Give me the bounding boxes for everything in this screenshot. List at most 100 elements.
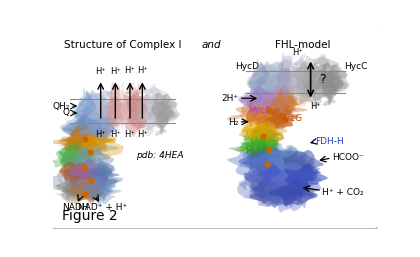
- Polygon shape: [58, 178, 76, 191]
- Polygon shape: [309, 54, 340, 83]
- Polygon shape: [62, 183, 87, 199]
- Polygon shape: [61, 150, 98, 175]
- Polygon shape: [268, 180, 318, 206]
- Polygon shape: [152, 93, 174, 135]
- Polygon shape: [73, 99, 93, 132]
- Polygon shape: [238, 149, 281, 171]
- Polygon shape: [144, 96, 160, 122]
- Polygon shape: [289, 62, 310, 87]
- Polygon shape: [80, 106, 95, 141]
- Polygon shape: [59, 161, 93, 189]
- Polygon shape: [247, 140, 278, 158]
- Polygon shape: [256, 152, 284, 175]
- Polygon shape: [279, 187, 312, 211]
- Polygon shape: [121, 99, 143, 138]
- Polygon shape: [318, 69, 341, 99]
- Polygon shape: [74, 169, 107, 184]
- Polygon shape: [300, 169, 319, 186]
- Polygon shape: [83, 181, 108, 203]
- Polygon shape: [148, 100, 174, 128]
- Polygon shape: [76, 165, 109, 191]
- Polygon shape: [271, 67, 307, 98]
- Polygon shape: [318, 69, 336, 93]
- Polygon shape: [255, 111, 289, 128]
- Polygon shape: [68, 172, 97, 186]
- Polygon shape: [58, 133, 94, 153]
- Polygon shape: [81, 148, 105, 167]
- Polygon shape: [267, 96, 295, 113]
- Polygon shape: [142, 83, 169, 113]
- Polygon shape: [264, 181, 309, 205]
- Polygon shape: [252, 107, 288, 132]
- Polygon shape: [80, 164, 117, 189]
- Polygon shape: [252, 112, 275, 127]
- Polygon shape: [270, 163, 317, 188]
- Polygon shape: [56, 175, 94, 203]
- Polygon shape: [154, 96, 178, 122]
- Polygon shape: [248, 138, 275, 165]
- Polygon shape: [70, 174, 108, 200]
- Polygon shape: [104, 96, 137, 129]
- Polygon shape: [269, 70, 288, 93]
- Polygon shape: [304, 63, 332, 100]
- Polygon shape: [250, 185, 276, 201]
- Polygon shape: [90, 185, 109, 206]
- Polygon shape: [327, 66, 350, 95]
- Polygon shape: [82, 113, 118, 141]
- Polygon shape: [81, 142, 107, 156]
- Polygon shape: [272, 85, 295, 103]
- Polygon shape: [267, 150, 314, 175]
- Polygon shape: [283, 174, 311, 187]
- Polygon shape: [248, 187, 275, 200]
- Polygon shape: [50, 172, 85, 201]
- Polygon shape: [126, 90, 148, 131]
- Polygon shape: [241, 144, 275, 160]
- Polygon shape: [239, 125, 272, 141]
- Polygon shape: [90, 92, 122, 129]
- Polygon shape: [91, 173, 117, 195]
- Polygon shape: [274, 52, 292, 81]
- Text: Structure of Complex I: Structure of Complex I: [64, 40, 181, 50]
- Polygon shape: [258, 183, 294, 198]
- Polygon shape: [91, 97, 117, 128]
- Polygon shape: [257, 94, 297, 111]
- Polygon shape: [227, 145, 269, 176]
- Polygon shape: [90, 176, 118, 193]
- Polygon shape: [50, 151, 84, 173]
- Polygon shape: [271, 59, 293, 96]
- Polygon shape: [293, 61, 318, 100]
- Polygon shape: [287, 167, 316, 190]
- Text: Q: Q: [63, 108, 69, 117]
- Polygon shape: [90, 99, 112, 131]
- Polygon shape: [276, 157, 302, 176]
- Polygon shape: [254, 89, 287, 114]
- Polygon shape: [81, 121, 104, 136]
- Polygon shape: [94, 164, 123, 193]
- Polygon shape: [297, 60, 324, 87]
- Polygon shape: [245, 112, 277, 132]
- Polygon shape: [58, 139, 90, 159]
- Polygon shape: [92, 128, 115, 147]
- Text: QH₂: QH₂: [52, 102, 69, 111]
- Polygon shape: [131, 100, 158, 136]
- Text: H⁺: H⁺: [137, 130, 148, 139]
- Polygon shape: [260, 63, 294, 99]
- Polygon shape: [66, 168, 105, 187]
- Polygon shape: [271, 71, 293, 96]
- Polygon shape: [56, 179, 87, 196]
- Polygon shape: [47, 129, 95, 154]
- Polygon shape: [121, 94, 133, 129]
- Polygon shape: [81, 93, 105, 132]
- Polygon shape: [70, 123, 100, 148]
- Polygon shape: [254, 143, 280, 160]
- Polygon shape: [255, 111, 289, 132]
- Polygon shape: [87, 100, 111, 124]
- Polygon shape: [228, 140, 265, 155]
- Polygon shape: [247, 70, 267, 102]
- Polygon shape: [270, 154, 307, 180]
- Polygon shape: [255, 95, 290, 113]
- Polygon shape: [239, 106, 273, 117]
- Polygon shape: [88, 136, 124, 160]
- Polygon shape: [255, 95, 292, 113]
- Polygon shape: [258, 85, 291, 112]
